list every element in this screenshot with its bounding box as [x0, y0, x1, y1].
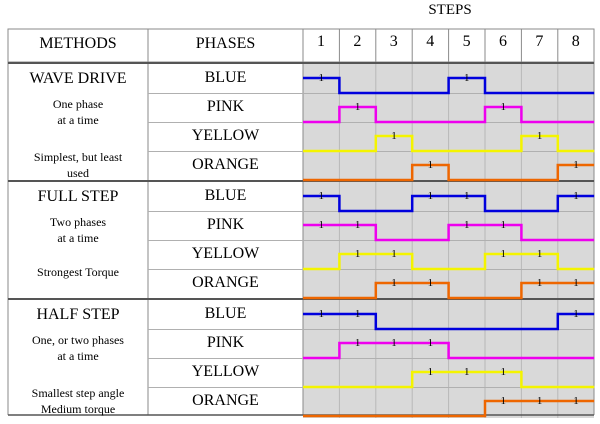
step-label-2: 2: [353, 33, 362, 50]
high-marker: 1: [355, 101, 361, 113]
high-marker: 1: [464, 72, 470, 84]
high-marker: 1: [537, 395, 543, 407]
step-label-8: 8: [571, 33, 580, 50]
high-marker: 1: [355, 248, 361, 260]
high-marker: 1: [500, 219, 506, 231]
method-name: WAVE DRIVE: [29, 70, 127, 87]
high-marker: 1: [391, 130, 397, 142]
high-marker: 1: [355, 337, 361, 349]
high-marker: 1: [428, 366, 434, 378]
high-marker: 1: [537, 277, 543, 289]
high-marker: 1: [428, 159, 434, 171]
high-marker: 1: [573, 277, 579, 289]
high-marker: 1: [428, 337, 434, 349]
waveform-orange: [303, 281, 595, 300]
phase-label-pink: PINK: [206, 216, 245, 233]
high-marker: 1: [428, 277, 434, 289]
phase-label-orange: ORANGE: [192, 392, 259, 409]
steps-title: STEPS: [428, 2, 472, 18]
high-marker: 1: [428, 190, 434, 202]
step-label-3: 3: [389, 33, 398, 50]
phase-label-pink: PINK: [206, 334, 245, 351]
methods-header: METHODS: [39, 35, 117, 52]
waveform-orange: [303, 163, 595, 182]
high-marker: 1: [355, 308, 361, 320]
method-note: Smallest step angle Medium torque: [31, 386, 125, 416]
phase-label-yellow: YELLOW: [191, 127, 260, 144]
step-label-1: 1: [317, 33, 325, 50]
waveform-yellow: [303, 252, 595, 271]
step-label-7: 7: [535, 33, 544, 50]
waveform-yellow: [303, 134, 595, 153]
waveform-pink: [303, 341, 595, 360]
method-note: Strongest Torque: [37, 265, 119, 279]
method-description: Two phases at a time: [49, 215, 107, 245]
high-marker: 1: [464, 190, 470, 202]
high-marker: 1: [537, 130, 543, 142]
high-marker: 1: [318, 72, 324, 84]
waveform-orange: [303, 399, 595, 418]
method-description: One, or two phases at a time: [32, 333, 124, 363]
phase-label-orange: ORANGE: [192, 156, 259, 173]
method-name: FULL STEP: [37, 188, 119, 205]
waveform-yellow: [303, 370, 595, 389]
phase-label-orange: ORANGE: [192, 274, 259, 291]
high-marker: 1: [391, 337, 397, 349]
waveform-pink: [303, 105, 595, 124]
high-marker: 1: [318, 219, 324, 231]
high-marker: 1: [391, 277, 397, 289]
high-marker: 1: [573, 395, 579, 407]
phase-label-pink: PINK: [206, 98, 245, 115]
phase-label-blue: BLUE: [204, 187, 247, 204]
high-marker: 1: [500, 366, 506, 378]
high-marker: 1: [573, 190, 579, 202]
waveform-pink: [303, 223, 595, 242]
high-marker: 1: [464, 219, 470, 231]
high-marker: 1: [500, 248, 506, 260]
method-note: Simplest, but least used: [33, 150, 123, 180]
high-marker: 1: [318, 308, 324, 320]
phases-header: PHASES: [195, 35, 256, 52]
high-marker: 1: [573, 159, 579, 171]
phase-label-yellow: YELLOW: [191, 363, 260, 380]
high-marker: 1: [500, 101, 506, 113]
high-marker: 1: [500, 395, 506, 407]
method-name: HALF STEP: [36, 306, 120, 323]
high-marker: 1: [573, 308, 579, 320]
method-description: One phase at a time: [52, 97, 104, 127]
waveform-blue: [303, 312, 595, 331]
high-marker: 1: [318, 190, 324, 202]
high-marker: 1: [537, 248, 543, 260]
step-label-5: 5: [462, 33, 471, 50]
high-marker: 1: [355, 219, 361, 231]
waveform-blue: [303, 76, 595, 95]
step-label-6: 6: [499, 33, 507, 50]
phase-label-blue: BLUE: [204, 305, 247, 322]
phase-label-blue: BLUE: [204, 69, 247, 86]
waveform-blue: [303, 194, 595, 213]
step-label-4: 4: [426, 33, 435, 50]
phase-label-yellow: YELLOW: [191, 245, 260, 262]
high-marker: 1: [391, 248, 397, 260]
high-marker: 1: [464, 366, 470, 378]
